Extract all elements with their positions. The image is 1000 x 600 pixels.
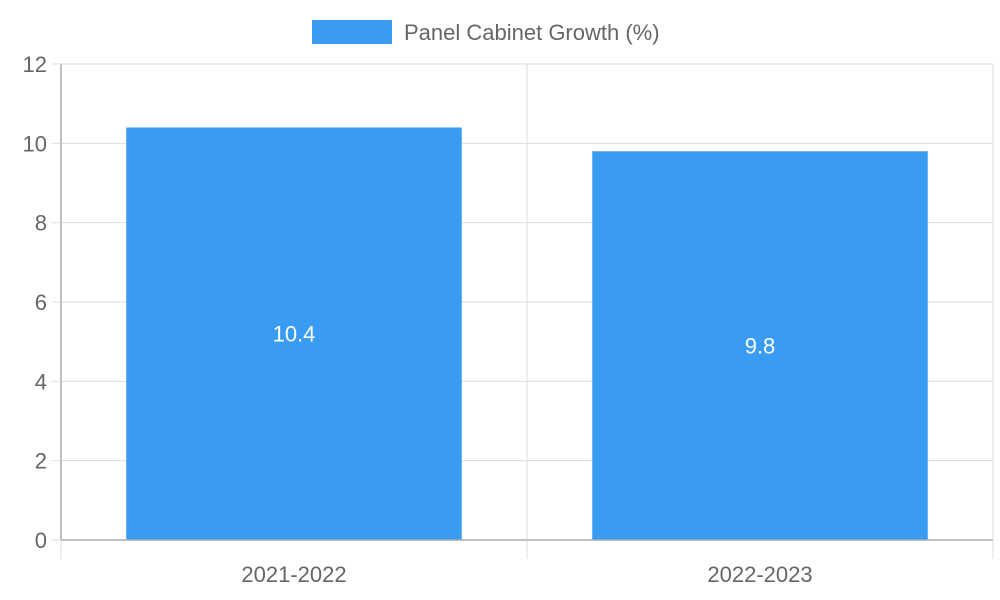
legend-label: Panel Cabinet Growth (%) <box>404 20 660 45</box>
y-tick-label: 8 <box>35 211 47 236</box>
x-tick-label: 2022-2023 <box>707 562 812 587</box>
data-label: 10.4 <box>273 322 316 347</box>
bars <box>126 127 928 540</box>
y-tick-label: 0 <box>35 528 47 553</box>
y-tick-label: 10 <box>23 131 47 156</box>
bar-2022-2023[interactable] <box>592 151 928 540</box>
y-tick-label: 12 <box>23 52 47 77</box>
y-axis-ticks: 0 2 4 6 8 10 12 <box>23 52 61 553</box>
y-tick-label: 2 <box>35 449 47 474</box>
legend[interactable]: Panel Cabinet Growth (%) <box>312 20 660 45</box>
data-labels: 10.4 9.8 <box>273 322 776 359</box>
x-tick-label: 2021-2022 <box>241 562 346 587</box>
bar-2021-2022[interactable] <box>126 127 462 540</box>
x-axis-ticks: 2021-2022 2022-2023 <box>60 540 994 587</box>
y-tick-label: 4 <box>35 369 47 394</box>
y-tick-label: 6 <box>35 290 47 315</box>
data-label: 9.8 <box>745 334 776 359</box>
legend-swatch <box>312 20 392 44</box>
